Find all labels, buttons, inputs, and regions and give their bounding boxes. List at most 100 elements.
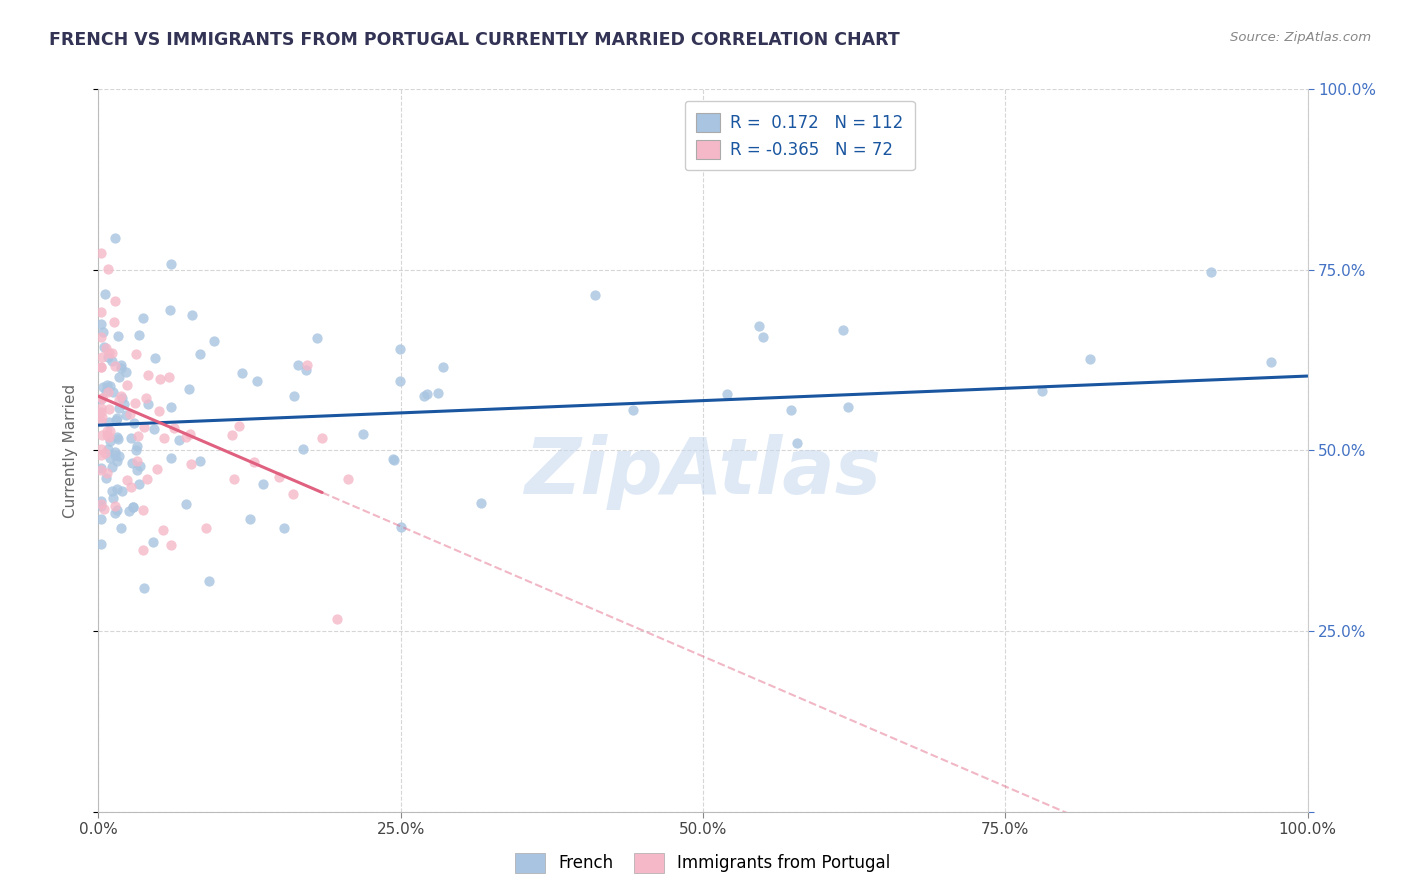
Point <box>305 331 328 345</box>
Point <box>90 317 112 331</box>
Point <box>748 319 770 334</box>
Point <box>97 415 120 429</box>
Point <box>97 442 120 456</box>
Point <box>111 391 134 405</box>
Point <box>98 451 121 466</box>
Point <box>101 491 124 505</box>
Point <box>101 346 124 360</box>
Point <box>90 497 112 511</box>
Point <box>94 341 117 355</box>
Point <box>101 354 124 368</box>
Point <box>583 287 606 301</box>
Y-axis label: Currently Married: Currently Married <box>63 384 77 517</box>
Point <box>180 457 202 471</box>
Point <box>174 497 197 511</box>
Point <box>118 503 141 517</box>
Point <box>416 387 439 401</box>
Point <box>470 496 492 510</box>
Point <box>120 430 142 444</box>
Point <box>107 329 129 343</box>
Point <box>716 386 738 401</box>
Point <box>96 378 118 392</box>
Point <box>90 494 112 508</box>
Point <box>125 347 148 361</box>
Point <box>135 391 157 405</box>
Point <box>131 503 153 517</box>
Point <box>91 325 114 339</box>
Point <box>160 400 183 414</box>
Point <box>780 402 803 417</box>
Point <box>243 455 266 469</box>
Point <box>96 424 118 438</box>
Point <box>110 389 132 403</box>
Point <box>176 429 198 443</box>
Point <box>160 538 183 552</box>
Point <box>786 435 808 450</box>
Point <box>336 472 359 486</box>
Point <box>122 500 145 514</box>
Point <box>231 366 253 380</box>
Point <box>98 434 121 448</box>
Point <box>124 395 146 409</box>
Text: Source: ZipAtlas.com: Source: ZipAtlas.com <box>1230 31 1371 45</box>
Point <box>1199 265 1222 279</box>
Point <box>93 340 115 354</box>
Point <box>90 448 112 462</box>
Point <box>837 400 859 414</box>
Point <box>382 453 405 467</box>
Point <box>269 470 291 484</box>
Point <box>98 424 121 438</box>
Point <box>97 262 120 277</box>
Point <box>94 471 117 485</box>
Point <box>125 439 148 453</box>
Point <box>105 503 128 517</box>
Point <box>179 426 201 441</box>
Point <box>246 374 269 388</box>
Point <box>129 458 152 473</box>
Point <box>752 330 775 344</box>
Point <box>101 384 124 399</box>
Point <box>149 371 172 385</box>
Point <box>389 520 412 534</box>
Point <box>108 393 131 408</box>
Point <box>115 365 138 379</box>
Point <box>108 369 131 384</box>
Point <box>111 484 134 499</box>
Point <box>104 413 127 427</box>
Point <box>294 363 316 377</box>
Point <box>145 462 167 476</box>
Point <box>131 311 153 326</box>
Point <box>222 471 245 485</box>
Point <box>98 379 121 393</box>
Point <box>125 454 148 468</box>
Point <box>110 358 132 372</box>
Point <box>432 360 454 375</box>
Point <box>128 328 150 343</box>
Point <box>194 521 217 535</box>
Point <box>159 303 181 318</box>
Legend: French, Immigrants from Portugal: French, Immigrants from Portugal <box>509 847 897 880</box>
Point <box>128 476 150 491</box>
Point <box>97 385 120 400</box>
Point <box>96 384 118 399</box>
Point <box>152 523 174 537</box>
Point <box>273 520 295 534</box>
Point <box>382 452 405 467</box>
Point <box>90 461 112 475</box>
Point <box>412 389 434 403</box>
Point <box>160 450 183 465</box>
Point <box>90 330 112 344</box>
Point <box>115 377 138 392</box>
Legend: R =  0.172   N = 112, R = -0.365   N = 72: R = 0.172 N = 112, R = -0.365 N = 72 <box>685 101 915 170</box>
Point <box>90 414 112 428</box>
Point <box>311 431 333 445</box>
Point <box>181 308 204 322</box>
Point <box>91 392 114 406</box>
Point <box>90 536 112 550</box>
Point <box>138 368 160 382</box>
Point <box>124 417 146 431</box>
Point <box>90 462 112 476</box>
Point <box>90 246 112 260</box>
Point <box>162 421 184 435</box>
Point <box>427 385 450 400</box>
